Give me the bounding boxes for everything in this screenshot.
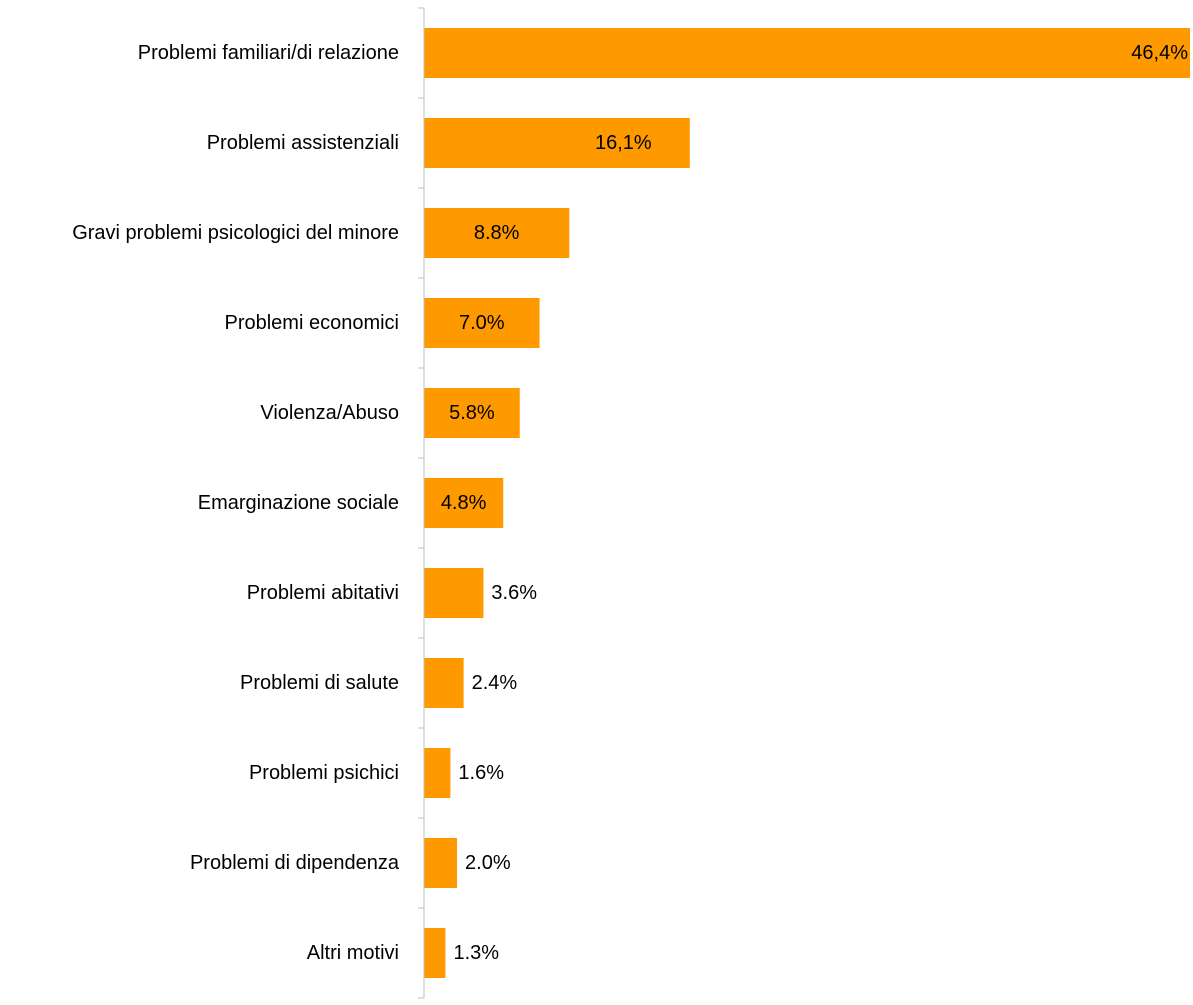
data-label: 4.8%: [441, 492, 487, 514]
data-label: 5.8%: [449, 402, 495, 424]
category-label: Problemi assistenziali: [207, 132, 399, 154]
category-label: Problemi abitativi: [247, 582, 399, 604]
category-labels: Problemi familiari/di relazione Problemi …: [72, 42, 400, 964]
category-label: Problemi di salute: [240, 672, 399, 694]
category-label: Problemi economici: [224, 312, 399, 334]
bar: [424, 208, 570, 258]
data-label: 2.0%: [465, 852, 511, 874]
data-label: 16,1%: [595, 132, 652, 154]
bars-layer: [424, 28, 1190, 978]
bar: [424, 118, 690, 168]
category-label: Problemi di dipendenza: [190, 852, 400, 874]
bar: [424, 388, 520, 438]
category-axis: [418, 7, 425, 999]
bar: [424, 568, 484, 618]
value-labels: 46,4% 16,1% 8.8% 7.0% 5.8% 4.8% 3.6% 2.4% 1.6% 2.…: [441, 42, 1188, 964]
category-label: Emarginazione sociale: [198, 492, 399, 514]
data-label: 8.8%: [474, 222, 520, 244]
bar: [424, 298, 540, 348]
data-label: 46,4%: [1131, 42, 1188, 64]
bar: [424, 658, 464, 708]
bar: [424, 928, 446, 978]
category-label: Problemi familiari/di relazione: [138, 42, 399, 64]
bar: [424, 28, 1190, 78]
category-label: Violenza/Abuso: [260, 402, 399, 424]
category-label: Gravi problemi psicologici del minore: [72, 222, 399, 244]
bar: [424, 748, 451, 798]
category-label: Altri motivi: [307, 942, 399, 964]
category-label: Problemi psichici: [249, 762, 399, 784]
data-label: 3.6%: [491, 582, 537, 604]
data-label: 1.3%: [453, 942, 499, 964]
data-label: 1.6%: [458, 762, 504, 784]
data-label: 2.4%: [472, 672, 518, 694]
bar: [424, 478, 504, 528]
bar: [424, 838, 458, 888]
data-label: 7.0%: [459, 312, 505, 334]
